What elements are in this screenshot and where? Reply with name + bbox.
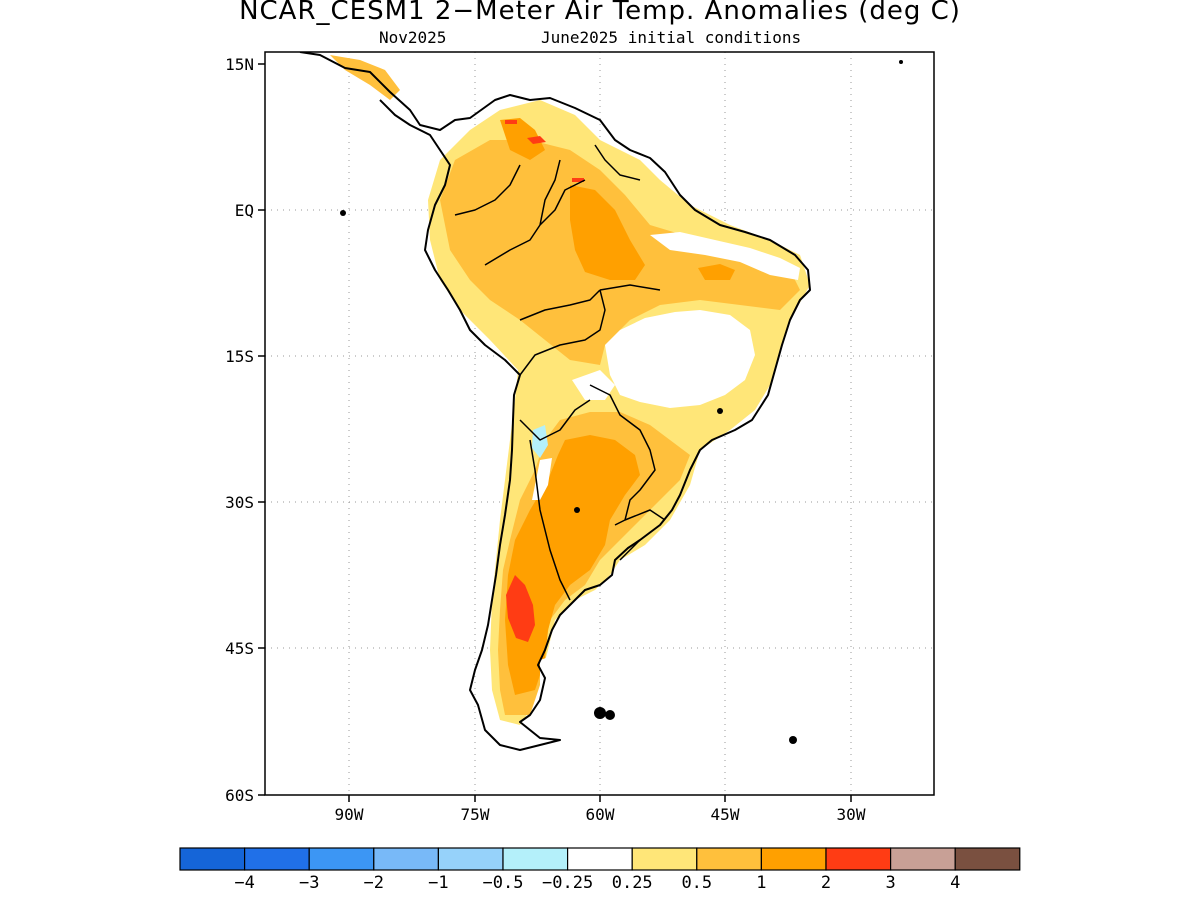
colorbar-label: −4 [234, 873, 254, 893]
shade-orange-north [500, 118, 545, 160]
lat-label: 60S [225, 786, 254, 805]
colorbar-swatch [308, 847, 375, 871]
colorbar-label: −0.5 [483, 873, 524, 893]
colorbar-swatch [696, 847, 762, 871]
coastlines [299, 52, 811, 751]
lat-label: 30S [225, 493, 254, 512]
axis-ticks [258, 63, 852, 802]
colorbar-swatch [760, 847, 827, 871]
colorbar-label: 0.25 [612, 873, 653, 893]
colorbar-swatch [566, 847, 633, 871]
lat-label: 45S [225, 639, 254, 658]
shade-red-venezuela-3 [572, 178, 584, 182]
shade-white-patagonia [540, 655, 555, 700]
lat-label: 15S [225, 347, 254, 366]
lat-labels: 15N EQ 15S 30S 45S 60S [225, 55, 254, 805]
lon-label: 90W [335, 805, 364, 824]
colorbar-swatch [889, 847, 956, 871]
colorbar-label: −2 [364, 873, 384, 893]
anomaly-shading [330, 55, 810, 725]
shade-central-america [330, 55, 400, 100]
colorbar-swatch [373, 847, 439, 871]
colorbar-label: 2 [821, 873, 831, 893]
valid-month: Nov2025 [379, 28, 447, 47]
shade-red-venezuela-1 [527, 136, 546, 144]
lat-label: 15N [225, 55, 254, 74]
colorbar-swatch [954, 847, 1021, 871]
shade-red-venezuela-2 [505, 120, 517, 124]
colorbar-labels: −4 −3 −2 −1 −0.5 −0.25 0.25 0.5 1 2 3 4 [234, 873, 960, 893]
colorbar-swatch [437, 847, 504, 871]
lon-label: 75W [461, 805, 490, 824]
lon-label: 30W [837, 805, 866, 824]
shade-white-ne [650, 232, 800, 280]
colorbar-label: 4 [950, 873, 960, 893]
shade-white-brazil [605, 310, 755, 408]
shade-orange-amazon [570, 185, 645, 280]
lon-labels: 90W 75W 60W 45W 30W [335, 805, 866, 824]
colorbar-swatch [825, 847, 892, 871]
shade-red-patagonia [506, 575, 535, 642]
shade-orange-east [698, 264, 735, 280]
lon-label: 60W [586, 805, 615, 824]
lon-label: 45W [711, 805, 740, 824]
colorbar-label: 0.5 [681, 873, 712, 893]
colorbar-label: −0.25 [542, 873, 593, 893]
map-title: NCAR_CESM1 2−Meter Air Temp. Anomalies (… [239, 0, 961, 26]
colorbar-swatch [244, 847, 310, 871]
init-conditions: June2025 initial conditions [541, 28, 802, 47]
colorbar-label: −3 [299, 873, 319, 893]
shade-light-blue [532, 425, 548, 458]
colorbar-label: 3 [885, 873, 895, 893]
colorbar-swatch [502, 847, 569, 871]
colorbar-label: 1 [756, 873, 766, 893]
colorbar-swatch [631, 847, 698, 871]
colorbar-label: −1 [428, 873, 448, 893]
colorbar [179, 847, 1021, 871]
lat-label: EQ [235, 201, 254, 220]
islands [340, 60, 903, 744]
colorbar-swatch [179, 847, 246, 871]
